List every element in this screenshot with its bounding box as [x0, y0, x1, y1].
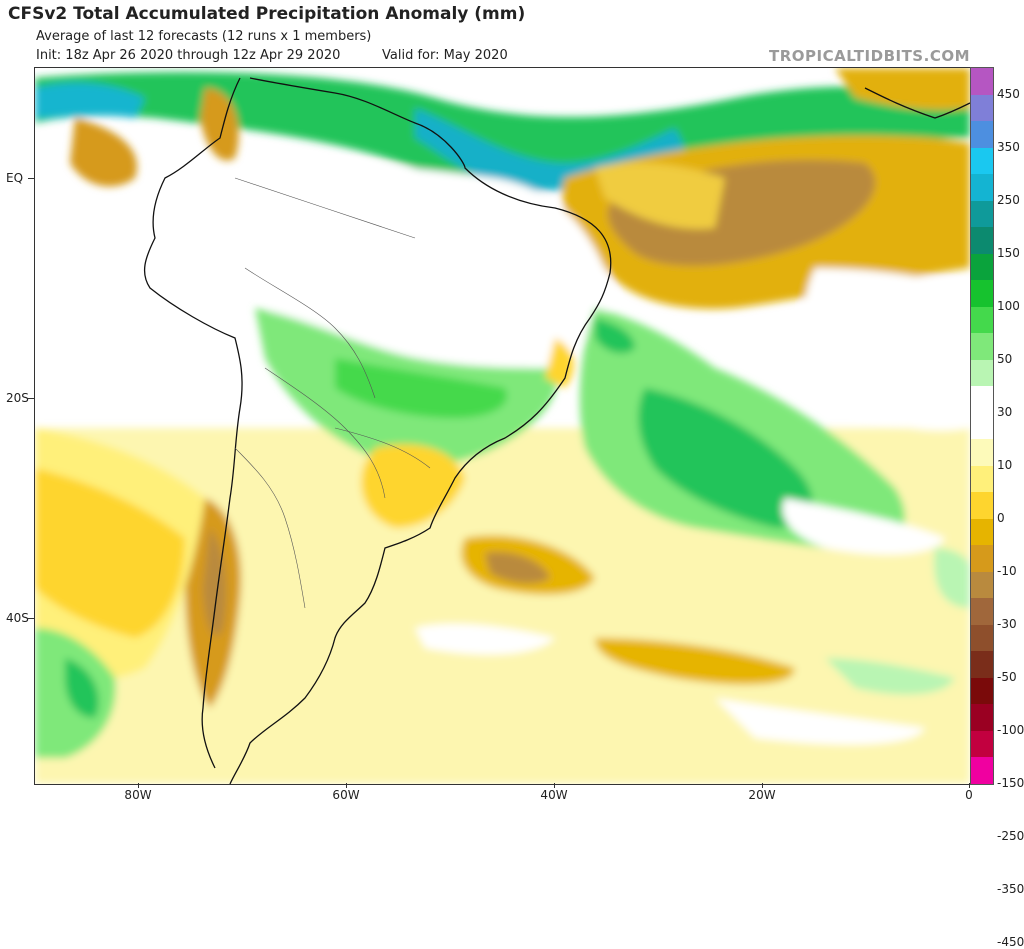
- lon-tick: [762, 783, 763, 788]
- legend-label: -250: [997, 829, 1024, 844]
- legend-label: 350: [997, 139, 1020, 154]
- legend-swatch: [971, 147, 993, 175]
- legend-swatch: [971, 94, 993, 122]
- lon-label-0: 0: [965, 788, 973, 802]
- legend-label: -10: [997, 563, 1017, 578]
- legend-label: 50: [997, 351, 1013, 366]
- lat-label-20s: 20S: [6, 391, 29, 405]
- legend-label: 100: [997, 298, 1020, 313]
- map-panel: [34, 67, 971, 785]
- legend-swatch: [971, 757, 993, 784]
- color-legend: [970, 67, 994, 785]
- lat-label-eq: EQ: [6, 171, 24, 185]
- lat-tick: [28, 398, 34, 399]
- legend-label: 10: [997, 457, 1013, 472]
- lon-tick: [138, 783, 139, 788]
- legend-swatch: [971, 68, 993, 95]
- valid-time: Valid for: May 2020: [382, 48, 508, 63]
- legend-swatch: [971, 333, 993, 360]
- legend-swatch: [971, 598, 993, 625]
- legend-label: 0: [997, 510, 1005, 525]
- legend-swatch: [971, 227, 993, 254]
- legend-swatch: [971, 386, 993, 413]
- legend-swatch: [971, 439, 993, 466]
- lon-label-20w: 20W: [748, 788, 776, 802]
- map-title: CFSv2 Total Accumulated Precipitation An…: [8, 4, 526, 24]
- legend-swatch: [971, 571, 993, 599]
- legend-label: -350: [997, 882, 1024, 897]
- legend-swatch: [971, 677, 993, 705]
- legend-label: 250: [997, 192, 1020, 207]
- coastline: [143, 77, 970, 784]
- legend-label: 450: [997, 86, 1020, 101]
- legend-label: -150: [997, 776, 1024, 790]
- lat-label-40s: 40S: [6, 611, 29, 625]
- lon-tick: [969, 783, 970, 788]
- legend-swatch: [971, 121, 993, 148]
- legend-swatch: [971, 704, 993, 731]
- legend-swatch: [971, 545, 993, 572]
- legend-swatch: [971, 200, 993, 228]
- legend-swatch: [971, 518, 993, 546]
- legend-label: -100: [997, 722, 1024, 737]
- legend-swatch: [971, 359, 993, 387]
- legend-label: 150: [997, 245, 1020, 260]
- country-borders: [234, 177, 431, 609]
- lon-label-60w: 60W: [332, 788, 360, 802]
- legend-label: -50: [997, 669, 1017, 684]
- legend-label: -450: [997, 935, 1024, 949]
- legend-swatch: [971, 624, 993, 652]
- legend-label: -30: [997, 616, 1017, 631]
- anomaly-field: [35, 68, 970, 784]
- brand-watermark: TROPICALTIDBITS.COM: [769, 47, 970, 65]
- lat-tick: [28, 618, 34, 619]
- legend-swatch: [971, 412, 993, 440]
- legend-swatch: [971, 174, 993, 201]
- legend-swatch: [971, 730, 993, 758]
- legend-swatch: [971, 492, 993, 519]
- legend-swatch: [971, 465, 993, 493]
- legend-label: 30: [997, 404, 1013, 419]
- forecast-description: Average of last 12 forecasts (12 runs x …: [36, 29, 372, 44]
- lon-tick: [554, 783, 555, 788]
- legend-swatch: [971, 280, 993, 307]
- lat-tick: [28, 178, 34, 179]
- legend-swatch: [971, 651, 993, 678]
- init-time: Init: 18z Apr 26 2020 through 12z Apr 29…: [36, 48, 341, 63]
- legend-swatch: [971, 253, 993, 281]
- lon-label-80w: 80W: [124, 788, 152, 802]
- lon-tick: [346, 783, 347, 788]
- legend-swatch: [971, 306, 993, 334]
- lon-label-40w: 40W: [540, 788, 568, 802]
